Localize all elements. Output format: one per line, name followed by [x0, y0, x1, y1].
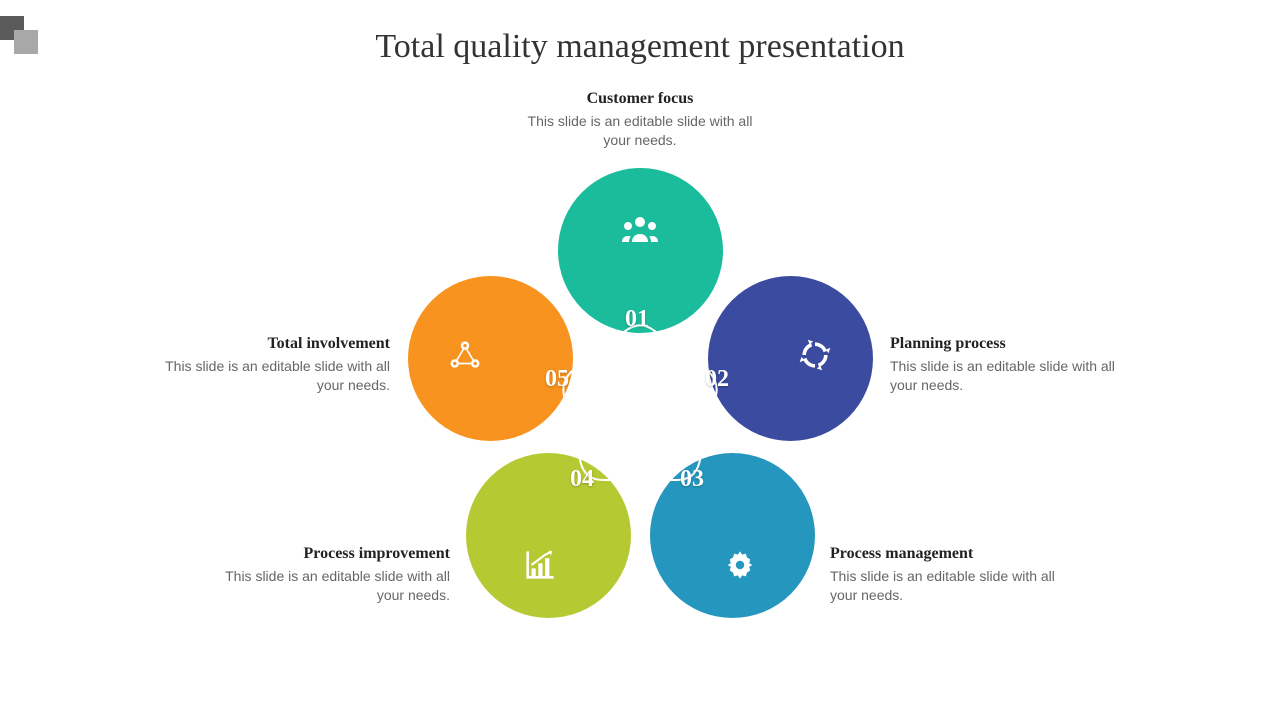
- node-title: Customer focus: [525, 90, 755, 108]
- users-icon: [620, 212, 660, 248]
- node-number-3: 03: [680, 466, 704, 493]
- node-desc: This slide is an editable slide with all…: [160, 357, 390, 395]
- cycle-icon: [795, 337, 835, 373]
- network-icon: [445, 337, 485, 373]
- node-label-5: Total involvement This slide is an editab…: [160, 335, 390, 395]
- node-number-4: 04: [570, 466, 594, 493]
- node-title: Total involvement: [160, 335, 390, 353]
- node-title: Planning process: [890, 335, 1120, 353]
- node-label-2: Planning process This slide is an editabl…: [890, 335, 1120, 395]
- node-desc: This slide is an editable slide with all…: [890, 357, 1120, 395]
- node-number-5: 05: [545, 366, 569, 393]
- node-number-2: 02: [705, 366, 729, 393]
- tqm-diagram: Customer focusThis slide is an editable …: [360, 160, 920, 660]
- page-title: Total quality management presentation: [0, 28, 1280, 66]
- gear-icon: [720, 547, 760, 583]
- node-number-1: 01: [625, 306, 649, 333]
- node-desc: This slide is an editable slide with all…: [525, 112, 755, 150]
- node-label-1: Customer focus This slide is an editable …: [525, 90, 755, 150]
- chart-icon: [520, 547, 560, 583]
